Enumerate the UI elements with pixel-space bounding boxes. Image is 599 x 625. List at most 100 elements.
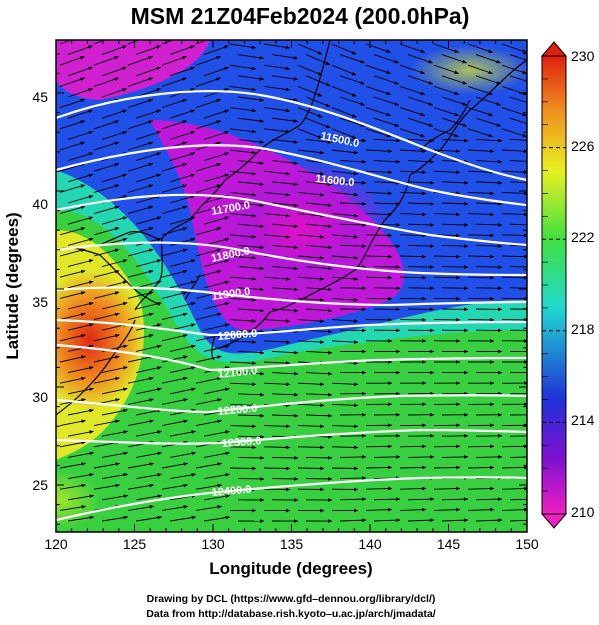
plot-area: 11500.0 11600.0 11700.0 11800.0 11900.0 …	[56, 40, 527, 532]
wind-vector	[195, 98, 222, 109]
wind-vector	[475, 286, 503, 291]
wind-vector	[169, 366, 196, 374]
wind-vector	[127, 163, 154, 172]
wind-vector	[101, 109, 128, 119]
wind-vector	[441, 286, 469, 291]
wind-vector	[59, 505, 87, 511]
wind-vector	[331, 43, 357, 55]
wind-vector	[373, 455, 401, 459]
wind-vector	[127, 505, 155, 511]
wind-vector	[433, 149, 461, 153]
wind-vector	[93, 248, 120, 257]
wind-vector	[195, 227, 222, 236]
wind-vector	[169, 45, 195, 56]
wind-vector	[67, 515, 95, 522]
wind-vector	[135, 109, 162, 119]
wind-vector	[161, 355, 188, 363]
wind-vector	[373, 286, 401, 291]
wind-vector	[399, 128, 426, 138]
wind-vector	[373, 54, 400, 64]
wind-vector	[195, 40, 209, 45]
wind-vector	[67, 494, 95, 501]
wind-vector	[195, 205, 222, 215]
wind-vector	[475, 159, 503, 164]
wind-vector	[67, 152, 94, 162]
wind-vector	[263, 319, 291, 323]
wind-vector	[365, 507, 393, 512]
wind-vector	[203, 88, 230, 98]
wind-vector	[263, 340, 291, 344]
coastlines	[56, 40, 527, 416]
wind-vector	[501, 507, 527, 512]
wind-vector	[373, 202, 401, 206]
wind-vector	[127, 77, 154, 87]
wind-vector	[93, 419, 120, 427]
wind-vector	[67, 88, 94, 98]
x-tick-label: 125	[123, 536, 147, 552]
wind-vector	[59, 77, 86, 87]
wind-vector	[93, 376, 120, 384]
wind-vector	[475, 138, 503, 143]
wind-vector	[161, 248, 188, 257]
wind-vector	[339, 75, 366, 85]
wind-vector	[399, 212, 427, 217]
wind-vector	[365, 85, 392, 95]
wind-vector	[161, 184, 188, 193]
wind-vector	[101, 131, 128, 140]
wind-vector	[407, 75, 434, 85]
wind-vector	[263, 361, 291, 365]
wind-vector	[263, 170, 291, 176]
wind-vector	[373, 117, 400, 127]
wind-vector	[195, 462, 223, 469]
wind-vector	[331, 213, 359, 218]
wind-vector	[263, 191, 291, 197]
wind-vector	[339, 138, 367, 143]
wind-vector	[101, 387, 128, 395]
wind-vector	[305, 75, 331, 87]
colorbar-tick-label: 210	[571, 504, 595, 520]
wind-vector	[229, 276, 257, 281]
wind-vector	[365, 275, 393, 280]
wind-vector	[59, 269, 86, 278]
wind-vector	[305, 308, 333, 313]
contour-labels: 11500.0 11600.0 11700.0 11800.0 11900.0 …	[210, 130, 360, 499]
wind-vector	[441, 518, 469, 522]
wind-vector	[237, 371, 265, 376]
wind-vector	[441, 181, 469, 185]
wind-vector	[161, 419, 188, 427]
wind-vector	[339, 181, 367, 185]
wind-vector	[59, 334, 86, 342]
wind-vector	[399, 43, 426, 53]
wind-vector	[467, 465, 495, 470]
wind-vector	[433, 128, 460, 138]
wind-vector	[135, 66, 162, 77]
wind-vector	[237, 202, 265, 207]
wind-vector	[127, 462, 155, 469]
wind-vector	[67, 323, 94, 331]
x-tick-label: 145	[437, 536, 461, 552]
wind-vector	[59, 141, 86, 151]
wind-vector	[161, 312, 188, 321]
wind-vector	[135, 152, 162, 162]
wind-vector	[195, 163, 222, 172]
wind-vector	[101, 66, 128, 77]
wind-vector	[467, 444, 495, 449]
wind-vector	[373, 223, 401, 227]
wind-vector	[169, 216, 196, 225]
wind-vector	[93, 184, 120, 193]
wind-vector	[59, 462, 87, 469]
wind-vector	[331, 319, 359, 323]
wind-vector	[229, 191, 257, 197]
wind-vector	[501, 107, 527, 117]
wind-vector	[101, 408, 128, 416]
wind-vector	[305, 117, 331, 129]
wind-vector	[237, 181, 265, 186]
wind-vector	[433, 107, 460, 117]
wind-vector	[305, 244, 333, 250]
wind-vector	[339, 202, 367, 206]
wind-vector	[475, 223, 503, 227]
wind-vector	[229, 43, 257, 50]
wind-vector	[271, 54, 299, 60]
wind-vector	[509, 138, 527, 141]
wind-vector	[339, 455, 367, 459]
